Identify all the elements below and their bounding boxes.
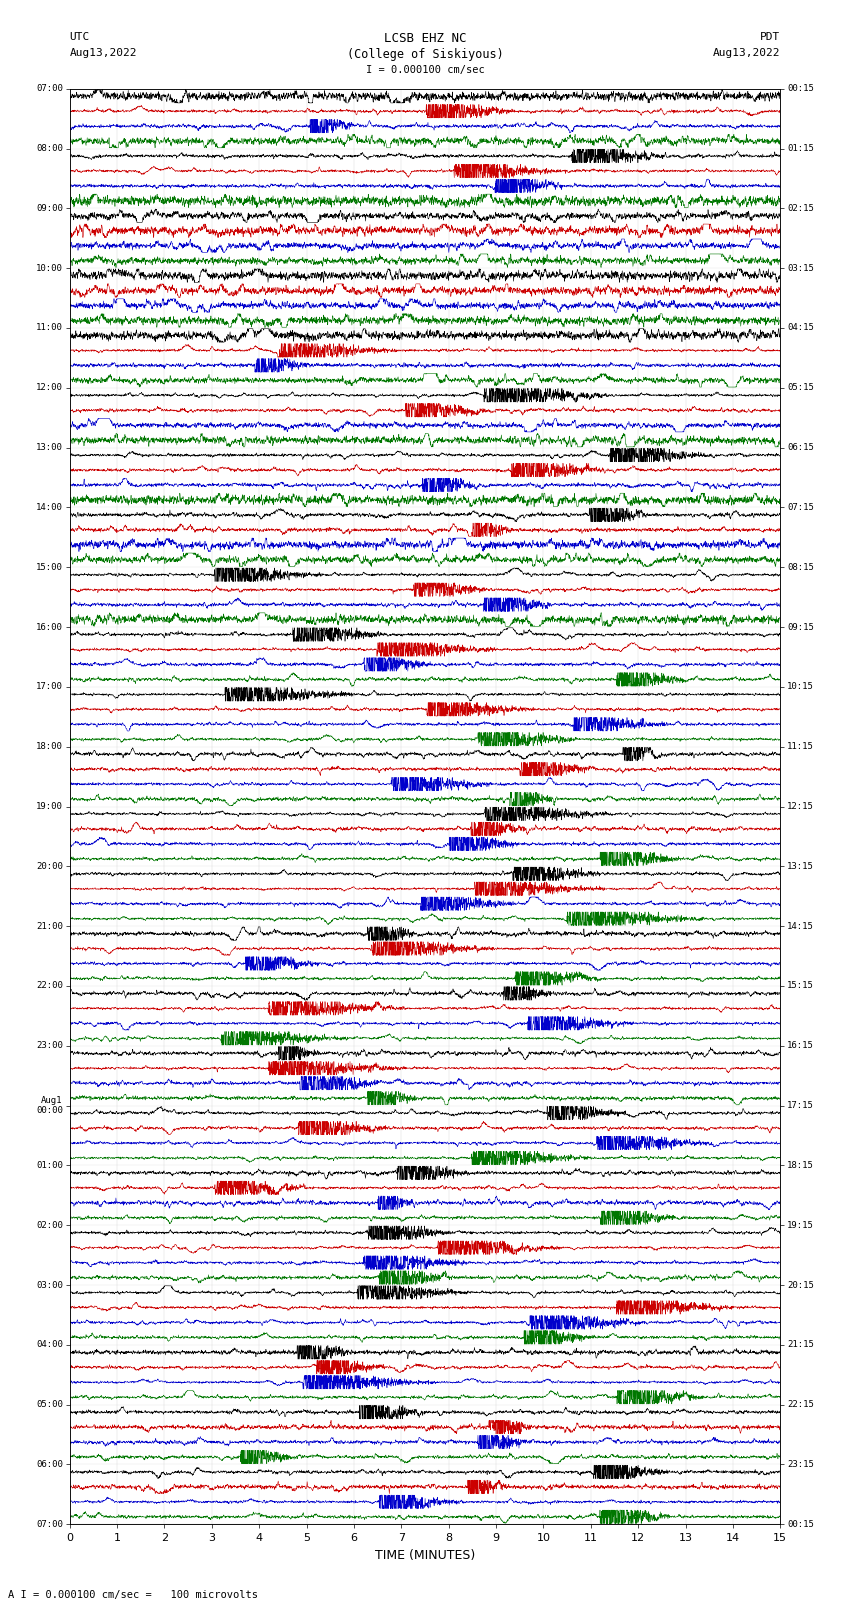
Text: Aug13,2022: Aug13,2022 <box>70 48 137 58</box>
X-axis label: TIME (MINUTES): TIME (MINUTES) <box>375 1548 475 1561</box>
Text: UTC: UTC <box>70 32 90 42</box>
Text: A I = 0.000100 cm/sec =   100 microvolts: A I = 0.000100 cm/sec = 100 microvolts <box>8 1590 258 1600</box>
Text: PDT: PDT <box>760 32 780 42</box>
Text: I = 0.000100 cm/sec: I = 0.000100 cm/sec <box>366 65 484 74</box>
Text: LCSB EHZ NC: LCSB EHZ NC <box>383 32 467 45</box>
Text: (College of Siskiyous): (College of Siskiyous) <box>347 48 503 61</box>
Text: Aug13,2022: Aug13,2022 <box>713 48 780 58</box>
